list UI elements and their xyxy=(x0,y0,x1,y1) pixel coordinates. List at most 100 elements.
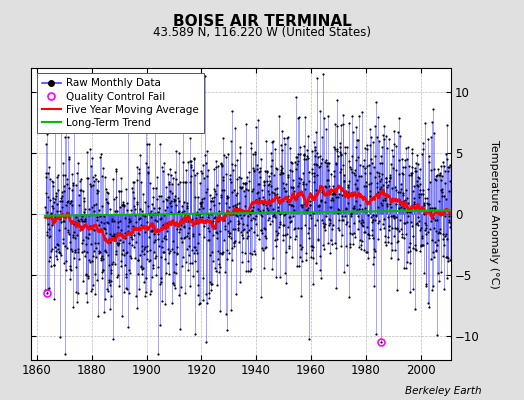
Point xyxy=(49,194,58,201)
Point xyxy=(418,233,426,239)
Point xyxy=(87,288,95,294)
Point xyxy=(198,196,206,202)
Point xyxy=(223,327,231,334)
Point xyxy=(229,211,237,218)
Point xyxy=(375,218,383,224)
Point xyxy=(95,227,104,233)
Point xyxy=(384,182,392,188)
Point xyxy=(112,194,120,200)
Point xyxy=(211,264,220,271)
Point xyxy=(385,227,394,234)
Point xyxy=(344,222,353,229)
Point xyxy=(204,236,212,243)
Point xyxy=(269,212,277,219)
Point xyxy=(235,174,244,181)
Point xyxy=(220,186,228,193)
Point xyxy=(97,151,105,158)
Point xyxy=(154,236,162,243)
Point xyxy=(82,271,90,278)
Point xyxy=(105,279,114,285)
Point xyxy=(198,170,206,176)
Point xyxy=(44,194,52,201)
Point xyxy=(429,283,437,290)
Point xyxy=(249,151,257,158)
Point xyxy=(58,189,66,195)
Point xyxy=(442,231,451,238)
Point xyxy=(363,142,371,149)
Point xyxy=(214,218,222,224)
Point xyxy=(346,190,355,196)
Point xyxy=(328,195,336,202)
Point xyxy=(309,139,318,146)
Point xyxy=(193,292,202,298)
Point xyxy=(312,161,320,167)
Point xyxy=(385,223,394,230)
Point xyxy=(203,214,212,220)
Point xyxy=(158,298,166,304)
Point xyxy=(109,258,117,265)
Point xyxy=(61,351,69,357)
Point xyxy=(430,225,438,231)
Point xyxy=(325,160,333,166)
Point xyxy=(236,183,245,190)
Point xyxy=(95,212,104,218)
Point xyxy=(336,151,345,157)
Point xyxy=(274,204,282,211)
Text: Berkeley Earth: Berkeley Earth xyxy=(406,386,482,396)
Point xyxy=(248,165,257,172)
Point xyxy=(337,242,345,249)
Point xyxy=(131,206,139,213)
Point xyxy=(192,215,200,222)
Point xyxy=(310,161,318,167)
Point xyxy=(48,203,56,209)
Point xyxy=(114,272,122,278)
Point xyxy=(240,188,248,194)
Point xyxy=(246,268,255,274)
Point xyxy=(243,234,251,241)
Point xyxy=(435,208,444,214)
Point xyxy=(271,186,280,192)
Point xyxy=(418,150,426,157)
Point xyxy=(108,216,116,222)
Point xyxy=(67,266,75,273)
Point xyxy=(80,218,88,224)
Point xyxy=(392,213,400,220)
Point xyxy=(408,146,417,153)
Point xyxy=(311,144,319,150)
Point xyxy=(229,203,237,209)
Point xyxy=(363,224,371,230)
Point xyxy=(384,238,392,245)
Point xyxy=(316,160,325,166)
Point xyxy=(128,223,137,229)
Point xyxy=(225,233,234,239)
Point xyxy=(399,164,407,170)
Point xyxy=(167,172,176,178)
Point xyxy=(129,189,137,196)
Point xyxy=(292,166,301,172)
Point xyxy=(356,201,364,208)
Point xyxy=(47,211,55,217)
Point xyxy=(121,235,129,241)
Point xyxy=(241,181,249,187)
Point xyxy=(118,247,127,254)
Point xyxy=(145,247,154,253)
Point xyxy=(45,225,53,232)
Point xyxy=(435,229,443,236)
Point xyxy=(258,230,267,236)
Point xyxy=(369,211,377,218)
Point xyxy=(385,136,393,142)
Point xyxy=(105,276,113,283)
Point xyxy=(277,142,285,148)
Point xyxy=(205,290,213,296)
Point xyxy=(332,285,341,291)
Point xyxy=(399,234,408,241)
Point xyxy=(228,245,237,252)
Point xyxy=(167,209,175,216)
Point xyxy=(321,183,329,189)
Point xyxy=(359,246,368,253)
Point xyxy=(340,208,348,215)
Point xyxy=(213,235,221,241)
Point xyxy=(302,181,310,187)
Point xyxy=(239,234,248,241)
Point xyxy=(270,210,278,216)
